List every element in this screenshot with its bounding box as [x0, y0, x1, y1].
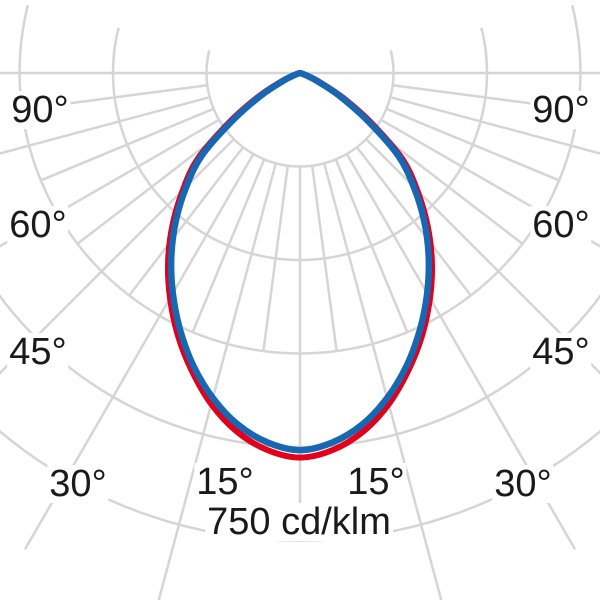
scale-label: 750 cd/klm	[205, 501, 393, 543]
angle-label-30-left: 30°	[47, 463, 109, 505]
angle-label-60-right: 60°	[530, 204, 592, 246]
angle-label-15-right: 15°	[345, 461, 407, 503]
angle-label-45-right: 45°	[530, 331, 592, 373]
angle-label-45-left: 45°	[7, 331, 69, 373]
angle-label-15-left: 15°	[194, 461, 256, 503]
blue-curve	[167, 69, 433, 454]
angle-label-90-right: 90°	[530, 89, 592, 131]
angle-label-90-left: 90°	[9, 89, 71, 131]
angle-label-60-left: 60°	[7, 204, 69, 246]
angle-label-30-right: 30°	[492, 463, 554, 505]
